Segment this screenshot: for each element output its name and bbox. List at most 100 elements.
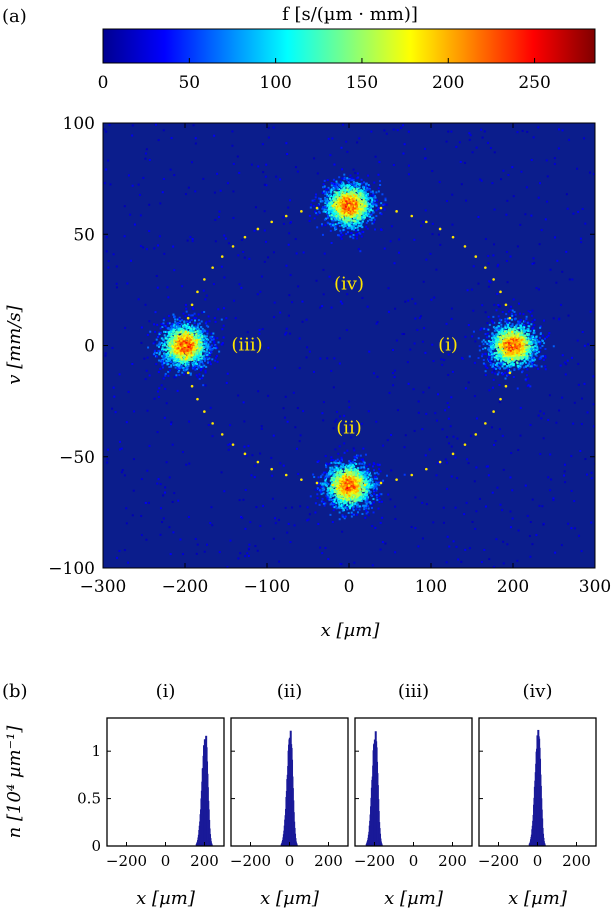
heatmap-cluster-pixel [336, 491, 339, 494]
heatmap-cluster-pixel [509, 329, 512, 332]
heatmap-noise-pixel [425, 412, 428, 415]
heatmap-noise-pixel [468, 132, 471, 135]
heatmap-cluster-pixel [184, 342, 187, 345]
heatmap-cluster-pixel [186, 320, 189, 323]
heatmap-noise-pixel [157, 478, 160, 481]
heatmap-cluster-pixel [471, 335, 474, 338]
heatmap-noise-pixel [553, 236, 556, 239]
heatmap-cluster-pixel [514, 328, 517, 331]
heatmap-noise-pixel [436, 393, 439, 396]
heatmap-cluster-pixel [514, 352, 517, 355]
heatmap-cluster-pixel [330, 502, 333, 505]
heatmap-noise-pixel [570, 527, 573, 530]
heatmap-cluster-pixel [501, 365, 504, 368]
heatmap-cluster-pixel [332, 480, 335, 483]
heatmap-noise-pixel [190, 161, 193, 164]
heatmap-cluster-pixel [188, 358, 191, 361]
heatmap-cluster-pixel [181, 371, 184, 374]
heatmap-noise-pixel [540, 417, 543, 420]
heatmap-cluster-pixel [313, 476, 316, 479]
heatmap-cluster-pixel [495, 367, 498, 370]
heatmap-noise-pixel [419, 315, 422, 318]
heatmap-cluster-pixel [518, 338, 521, 341]
heatmap-cluster-pixel [343, 488, 346, 491]
heatmap-cluster-pixel [188, 343, 191, 346]
heatmap-noise-pixel [170, 137, 173, 140]
heatmap-noise-pixel [223, 234, 226, 237]
heatmap-noise-pixel [308, 220, 311, 223]
heatmap-noise-pixel [389, 240, 392, 243]
heatmap-cluster-pixel [365, 512, 368, 515]
heatmap-cluster-pixel [190, 358, 193, 361]
heatmap-noise-pixel [210, 506, 213, 509]
heatmap-cluster-pixel [526, 321, 529, 324]
heatmap-cluster-pixel [183, 321, 186, 324]
heatmap-cluster-pixel [536, 367, 539, 370]
heatmap-cluster-pixel [316, 493, 319, 496]
heatmap-noise-pixel [593, 359, 595, 362]
heatmap-noise-pixel [267, 126, 270, 129]
heatmap-cluster-pixel [495, 333, 498, 336]
heatmap-cluster-pixel [207, 315, 210, 318]
heatmap-noise-pixel [472, 309, 475, 312]
heatmap-cluster-pixel [338, 490, 341, 493]
heatmap-noise-pixel [473, 480, 476, 483]
heatmap-cluster-pixel [202, 350, 205, 353]
heatmap-cluster-pixel [327, 475, 330, 478]
heatmap-cluster-pixel [196, 368, 199, 371]
heatmap-cluster-pixel [369, 502, 372, 505]
heatmap-cluster-pixel [479, 328, 482, 331]
heatmap-cluster-pixel [523, 336, 526, 339]
heatmap-cluster-pixel [200, 357, 203, 360]
heatmap-noise-pixel [593, 462, 595, 465]
heatmap-cluster-pixel [197, 324, 200, 327]
heatmap-cluster-pixel [336, 471, 339, 474]
colorbar-label: f [s/(µm · mm)] [282, 4, 418, 25]
heatmap-cluster-pixel [186, 366, 189, 369]
heatmap-cluster-pixel [174, 320, 177, 323]
heatmap-noise-pixel [431, 233, 434, 236]
heatmap-cluster-pixel [351, 494, 354, 497]
heatmap-cluster-pixel [335, 478, 338, 481]
heatmap-cluster-pixel [515, 335, 518, 338]
heatmap-noise-pixel [291, 506, 294, 509]
heatmap-cluster-pixel [184, 315, 187, 318]
heatmap-cluster-pixel [165, 359, 168, 362]
heatmap-noise-pixel [493, 243, 496, 246]
heatmap-noise-pixel [391, 349, 394, 352]
heatmap-noise-pixel [468, 138, 471, 141]
heatmap-noise-pixel [584, 222, 587, 225]
heatmap-cluster-pixel [346, 471, 349, 474]
heatmap-cluster-pixel [344, 506, 347, 509]
heatmap-cluster-pixel [331, 470, 334, 473]
heatmap-cluster-pixel [376, 499, 379, 502]
heatmap-noise-pixel [161, 191, 164, 194]
heatmap-cluster-pixel [501, 329, 504, 332]
heatmap-cluster-pixel [329, 494, 332, 497]
heatmap-cluster-pixel [524, 320, 527, 323]
heatmap-cluster-pixel [363, 504, 366, 507]
heatmap-cluster-pixel [509, 343, 512, 346]
heatmap-cluster-pixel [335, 507, 338, 510]
heatmap-noise-pixel [112, 386, 115, 389]
heatmap-cluster-pixel [510, 337, 513, 340]
heatmap-cluster [309, 447, 406, 525]
heatmap-noise-pixel [376, 321, 379, 324]
heatmap-noise-pixel [548, 394, 551, 397]
heatmap-noise-pixel [367, 514, 370, 517]
heatmap-cluster-pixel [213, 340, 216, 343]
heatmap-cluster-pixel [519, 319, 522, 322]
heatmap-cluster-pixel [482, 362, 485, 365]
heatmap-cluster-pixel [336, 458, 339, 461]
heatmap-cluster-pixel [519, 357, 522, 360]
heatmap-noise-pixel [299, 505, 302, 508]
heatmap-cluster-pixel [156, 336, 159, 339]
heatmap-cluster-pixel [366, 511, 369, 514]
heatmap-noise-pixel [549, 453, 552, 456]
heatmap-noise-pixel [580, 241, 583, 244]
heatmap-cluster-pixel [490, 341, 493, 344]
heatmap-cluster-pixel [531, 356, 534, 359]
heatmap-cluster-pixel [332, 476, 335, 479]
heatmap-cluster-pixel [507, 361, 510, 364]
